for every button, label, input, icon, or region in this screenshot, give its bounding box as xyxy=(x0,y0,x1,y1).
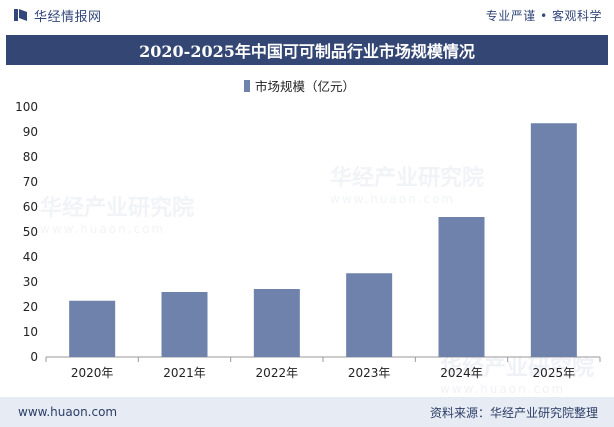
chart-title: 2020-2025年中国可可制品行业市场规模情况 xyxy=(139,42,475,61)
y-tick-label: 100 xyxy=(15,100,38,114)
x-tick-label: 2020年 xyxy=(71,366,114,380)
y-tick-label: 0 xyxy=(30,350,38,364)
y-tick-label: 10 xyxy=(23,325,38,339)
bar xyxy=(530,123,577,357)
y-tick-label: 20 xyxy=(23,300,38,314)
bar xyxy=(69,300,116,357)
y-tick-label: 60 xyxy=(23,200,38,214)
bar xyxy=(253,289,300,357)
legend-swatch xyxy=(244,79,250,92)
footer-source: 资料来源：华经产业研究院整理 xyxy=(429,405,598,420)
x-tick-label: 2022年 xyxy=(256,366,299,380)
brand[interactable]: 华经情报网 xyxy=(14,6,102,25)
slogan: 专业严谨 • 客观科学 xyxy=(485,8,602,23)
title-bar: 2020-2025年中国可可制品行业市场规模情况 xyxy=(6,35,608,65)
bar xyxy=(346,273,393,357)
y-tick-label: 80 xyxy=(23,150,38,164)
x-tick-label: 2021年 xyxy=(163,366,206,380)
x-tick-label: 2024年 xyxy=(440,366,483,380)
footer: www.huaon.com 资料来源：华经产业研究院整理 xyxy=(0,397,614,427)
y-tick-label: 90 xyxy=(23,125,38,139)
x-tick-label: 2023年 xyxy=(348,366,391,380)
x-tick-label: 2025年 xyxy=(533,366,576,380)
y-tick-label: 30 xyxy=(23,275,38,289)
bar-chart: 0 10 20 30 40 50 60 70 80 90 100 2020年 2021年 2022年 202… xyxy=(15,100,601,380)
bar xyxy=(161,292,208,357)
y-tick-label: 50 xyxy=(23,225,38,239)
chart-legend: 市场规模（亿元） xyxy=(244,76,355,95)
bar xyxy=(438,217,485,357)
y-tick-label: 70 xyxy=(23,175,38,189)
legend-label: 市场规模（亿元） xyxy=(255,79,356,94)
footer-website-link[interactable]: www.huaon.com xyxy=(18,405,118,419)
top-bar: 华经情报网 专业严谨 • 客观科学 xyxy=(0,0,614,30)
y-tick-label: 40 xyxy=(23,250,38,264)
brand-name: 华经情报网 xyxy=(34,9,102,25)
brand-logo-icon xyxy=(14,9,27,21)
